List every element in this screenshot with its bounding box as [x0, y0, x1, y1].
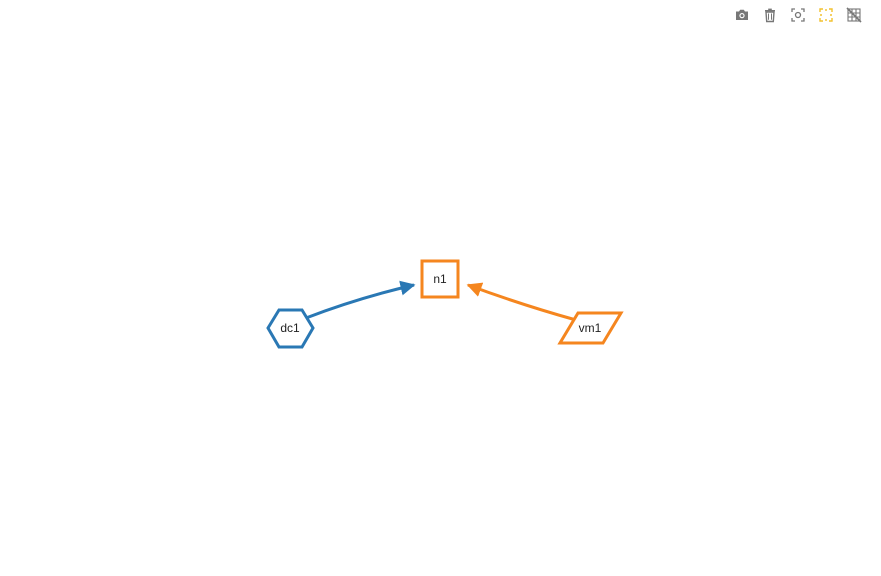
- graph-toolbar: [733, 6, 863, 24]
- node-label-n1: n1: [433, 272, 447, 286]
- trash-icon[interactable]: [761, 6, 779, 24]
- edge-dc1-n1[interactable]: [305, 280, 416, 320]
- node-vm1[interactable]: vm1: [557, 311, 624, 345]
- node-n1[interactable]: n1: [420, 259, 460, 299]
- node-label-vm1: vm1: [579, 321, 602, 335]
- node-label-dc1: dc1: [280, 321, 300, 335]
- focus-icon[interactable]: [789, 6, 807, 24]
- node-dc1[interactable]: dc1: [266, 308, 315, 349]
- camera-icon[interactable]: [733, 6, 751, 24]
- grid-off-icon[interactable]: [845, 6, 863, 24]
- edge-vm1-n1[interactable]: [466, 282, 577, 322]
- select-area-icon[interactable]: [817, 6, 835, 24]
